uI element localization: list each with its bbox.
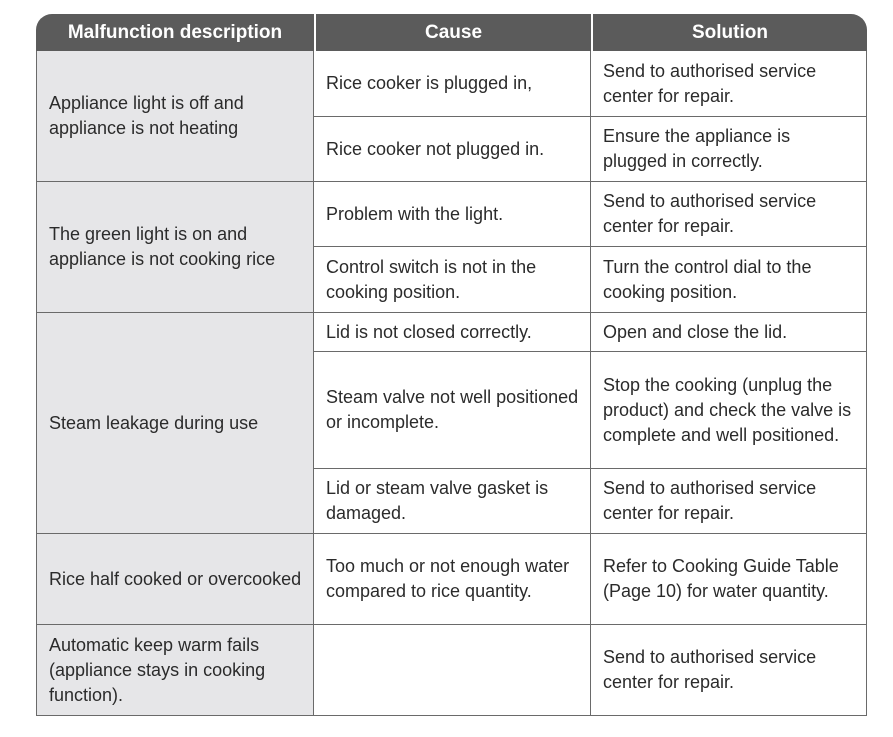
cause-cell: Steam valve not well positioned or incom…: [314, 352, 591, 469]
cause-cell: Lid is not closed correctly.: [314, 313, 591, 352]
table-row: Rice half cooked or overcooked Too much …: [36, 534, 867, 625]
solution-cell: Turn the control dial to the cooking pos…: [591, 247, 867, 313]
solution-cell: Stop the cooking (unplug the product) an…: [591, 352, 867, 469]
table-row: Control switch is not in the cooking pos…: [36, 247, 867, 313]
cause-cell: Problem with the light.: [314, 182, 591, 247]
solution-cell: Send to authorised service center for re…: [591, 625, 867, 716]
solution-cell: Send to authorised service center for re…: [591, 51, 867, 117]
table-row: The green light is on and appliance is n…: [36, 182, 867, 313]
header-solution: Solution: [591, 14, 867, 51]
troubleshooting-table: Malfunction description Cause Solution A…: [36, 14, 867, 716]
solution-cell: Ensure the appliance is plugged in corre…: [591, 117, 867, 182]
cause-cell: Lid or steam valve gasket is damaged.: [314, 469, 591, 534]
cause-cell: [314, 625, 591, 716]
table-row: Steam valve not well positioned or incom…: [36, 352, 867, 469]
malfunction-cell: Appliance light is off and appliance is …: [36, 51, 314, 182]
table-row: Steam leakage during use Lid is not clos…: [36, 313, 867, 534]
cause-cell: Rice cooker is plugged in,: [314, 51, 591, 117]
solution-cell: Refer to Cooking Guide Table (Page 10) f…: [591, 534, 867, 625]
cause-cell: Rice cooker not plugged in.: [314, 117, 591, 182]
solution-cell: Send to authorised service center for re…: [591, 469, 867, 534]
header-cause: Cause: [314, 14, 591, 51]
header-row: Malfunction description Cause Solution: [36, 14, 867, 51]
malfunction-cell: The green light is on and appliance is n…: [36, 182, 314, 313]
table-row: Rice cooker not plugged in. Ensure the a…: [36, 117, 867, 182]
malfunction-cell: Automatic keep warm fails (appliance sta…: [36, 625, 314, 716]
solution-cell: Send to authorised service center for re…: [591, 182, 867, 247]
header-malfunction: Malfunction description: [36, 14, 314, 51]
malfunction-cell: Rice half cooked or overcooked: [36, 534, 314, 625]
cause-cell: Control switch is not in the cooking pos…: [314, 247, 591, 313]
table-row: Appliance light is off and appliance is …: [36, 51, 867, 182]
table-row: Automatic keep warm fails (appliance sta…: [36, 625, 867, 716]
table-row: Lid or steam valve gasket is damaged. Se…: [36, 469, 867, 534]
malfunction-cell: Steam leakage during use: [36, 313, 314, 534]
cause-cell: Too much or not enough water compared to…: [314, 534, 591, 625]
solution-cell: Open and close the lid.: [591, 313, 867, 352]
